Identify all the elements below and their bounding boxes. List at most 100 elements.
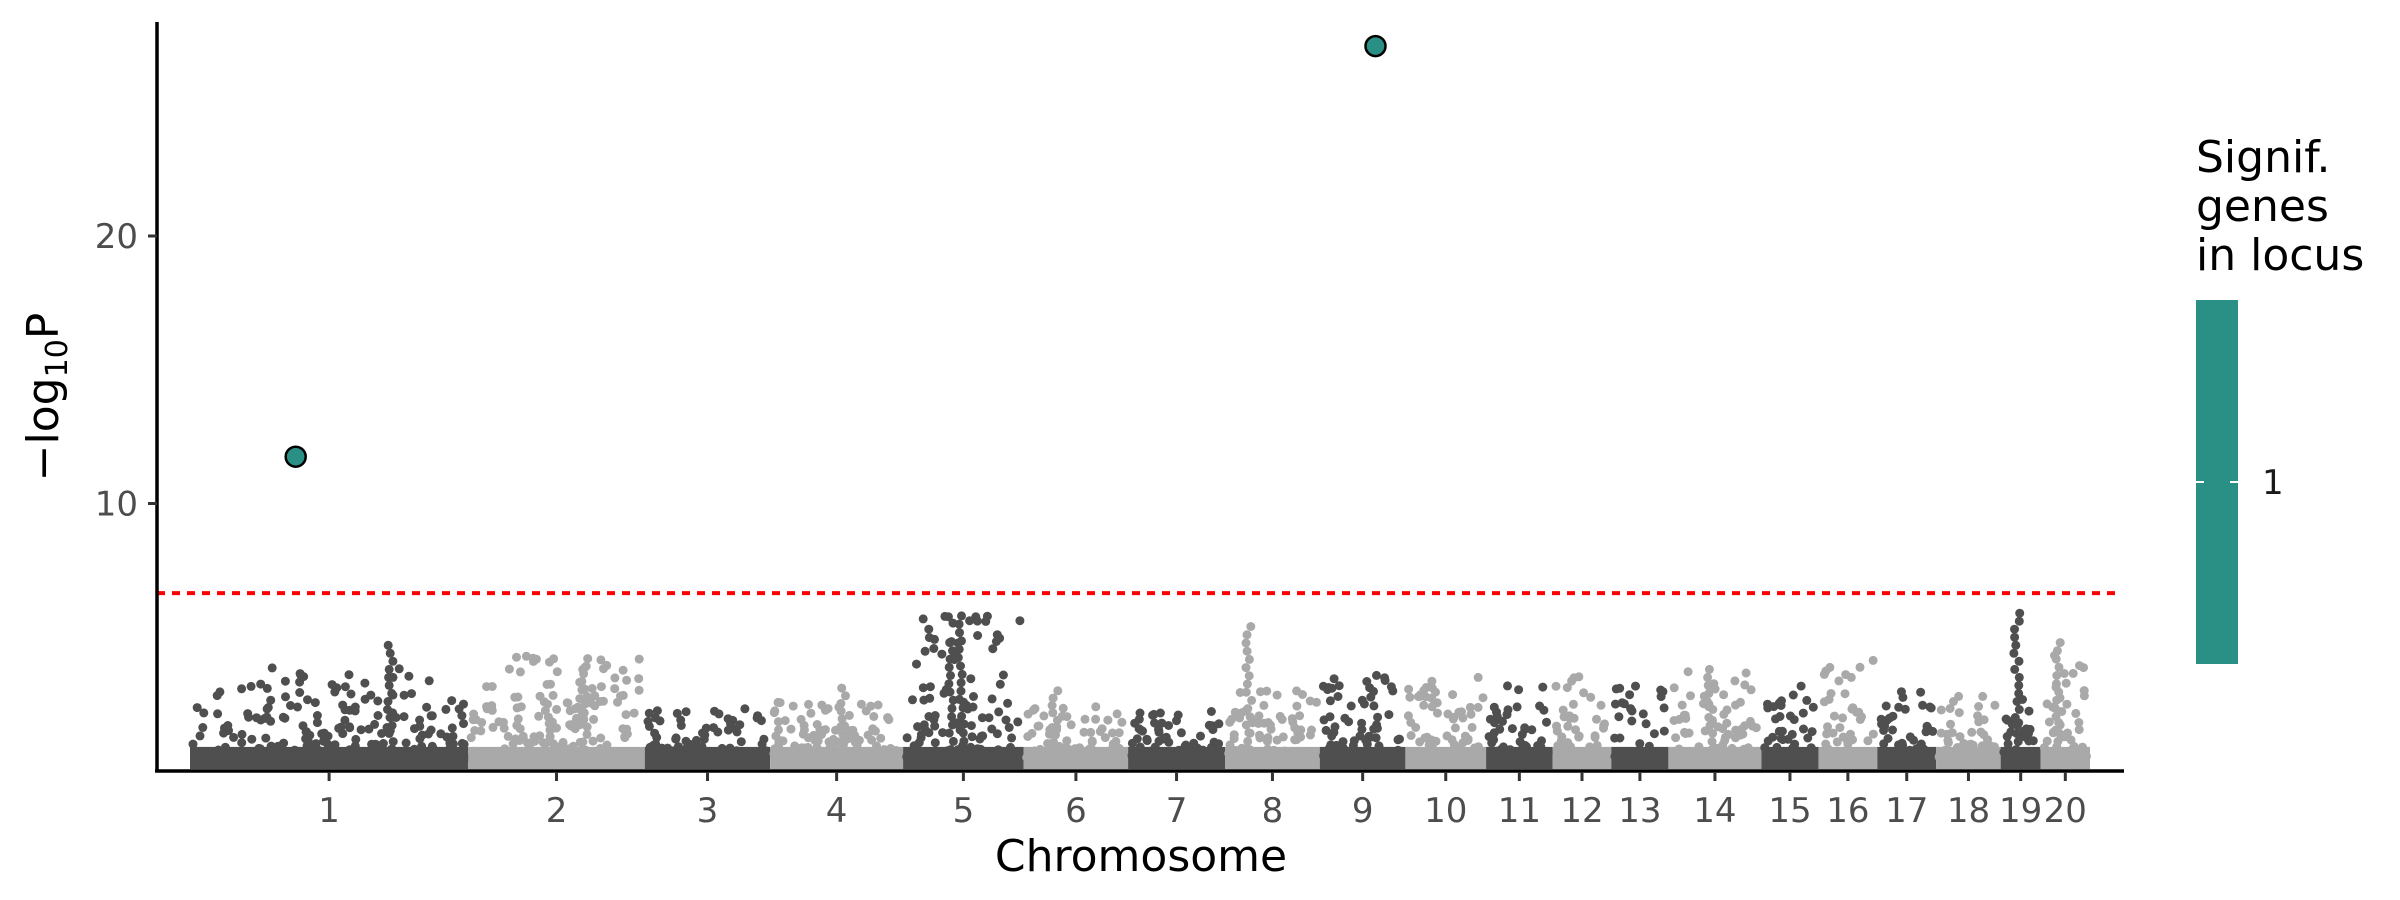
data-point	[512, 703, 522, 713]
data-point	[1538, 682, 1548, 692]
data-point	[956, 678, 966, 688]
data-point	[1290, 735, 1300, 745]
data-point	[494, 717, 504, 727]
data-point	[373, 711, 383, 720]
data-point	[1551, 681, 1561, 691]
data-point	[1192, 743, 1202, 753]
data-point	[1506, 753, 1516, 763]
data-point	[1245, 712, 1255, 722]
data-point	[1653, 753, 1663, 763]
chromosome-7-points	[1127, 707, 1225, 769]
data-point	[1868, 655, 1878, 665]
data-point	[213, 709, 223, 719]
data-point	[1380, 676, 1390, 685]
data-point	[1230, 707, 1240, 717]
data-point	[798, 753, 808, 763]
data-point	[806, 708, 816, 718]
data-point	[2074, 725, 2084, 735]
data-point	[582, 722, 592, 732]
data-point	[1224, 749, 1234, 758]
data-point	[914, 738, 924, 748]
data-point	[634, 654, 644, 664]
chromosome-8-points	[1224, 622, 1322, 769]
data-point	[876, 733, 886, 743]
data-point	[350, 741, 360, 751]
data-point	[386, 745, 396, 755]
data-point	[1305, 730, 1315, 740]
data-point	[1879, 751, 1889, 761]
data-point	[1719, 748, 1728, 758]
data-point	[957, 669, 967, 679]
data-point	[1537, 736, 1546, 746]
data-point	[2010, 664, 2020, 674]
data-point	[836, 706, 846, 716]
data-point	[1463, 734, 1473, 744]
data-point	[1150, 751, 1160, 761]
data-point	[924, 624, 934, 634]
data-point	[629, 708, 639, 718]
data-point	[583, 654, 593, 664]
data-point	[1241, 663, 1251, 673]
data-point	[442, 748, 452, 758]
data-point	[1470, 749, 1480, 758]
data-point	[1277, 752, 1287, 761]
data-point	[2015, 608, 2025, 618]
data-point	[1372, 670, 1381, 680]
data-point	[1086, 727, 1096, 737]
y-axis-title-tail: P	[18, 313, 69, 340]
data-point	[2082, 751, 2091, 761]
data-point	[1669, 716, 1679, 725]
x-tick-label: 12	[1560, 791, 1603, 831]
data-point	[563, 698, 573, 708]
data-point	[513, 714, 523, 724]
data-point	[1785, 711, 1795, 721]
data-point	[1134, 714, 1144, 724]
data-point	[1473, 742, 1483, 752]
data-point	[837, 683, 847, 693]
data-point	[1896, 752, 1906, 762]
data-point	[1832, 737, 1842, 747]
data-point	[252, 713, 262, 723]
data-point	[384, 680, 394, 690]
data-point	[644, 721, 654, 731]
data-point	[1881, 701, 1891, 711]
data-point	[2079, 686, 2089, 696]
x-tick-label: 15	[1768, 791, 1811, 831]
data-point	[445, 738, 455, 748]
data-point	[1454, 707, 1464, 717]
data-point	[727, 750, 736, 760]
data-point	[1787, 729, 1797, 739]
x-tick-label: 7	[1166, 791, 1188, 831]
data-point	[717, 743, 727, 753]
data-point	[312, 711, 322, 720]
data-point	[1066, 720, 1076, 730]
x-tick-label: 18	[1947, 791, 1990, 831]
data-point	[215, 687, 225, 697]
data-point	[260, 713, 270, 723]
data-point	[1244, 671, 1254, 681]
data-point	[356, 725, 366, 735]
data-point	[1321, 725, 1331, 735]
data-point	[1442, 731, 1452, 741]
data-point	[1641, 719, 1651, 729]
data-point	[1448, 690, 1458, 700]
data-point	[2052, 745, 2062, 755]
data-point	[351, 734, 361, 744]
data-point	[1094, 752, 1104, 762]
data-point	[579, 714, 589, 724]
data-point	[1733, 752, 1743, 762]
data-point	[2052, 695, 2062, 705]
data-point	[1310, 752, 1320, 762]
data-point	[1245, 728, 1255, 738]
data-point	[1686, 691, 1695, 701]
data-point	[1062, 736, 1072, 746]
data-point	[773, 717, 783, 727]
data-point	[1043, 749, 1053, 759]
data-point	[198, 723, 208, 732]
data-point	[799, 725, 809, 735]
data-point	[1263, 733, 1273, 743]
data-point	[555, 742, 565, 752]
data-point	[1242, 646, 1252, 656]
data-point	[1272, 690, 1282, 700]
data-point	[529, 732, 539, 742]
